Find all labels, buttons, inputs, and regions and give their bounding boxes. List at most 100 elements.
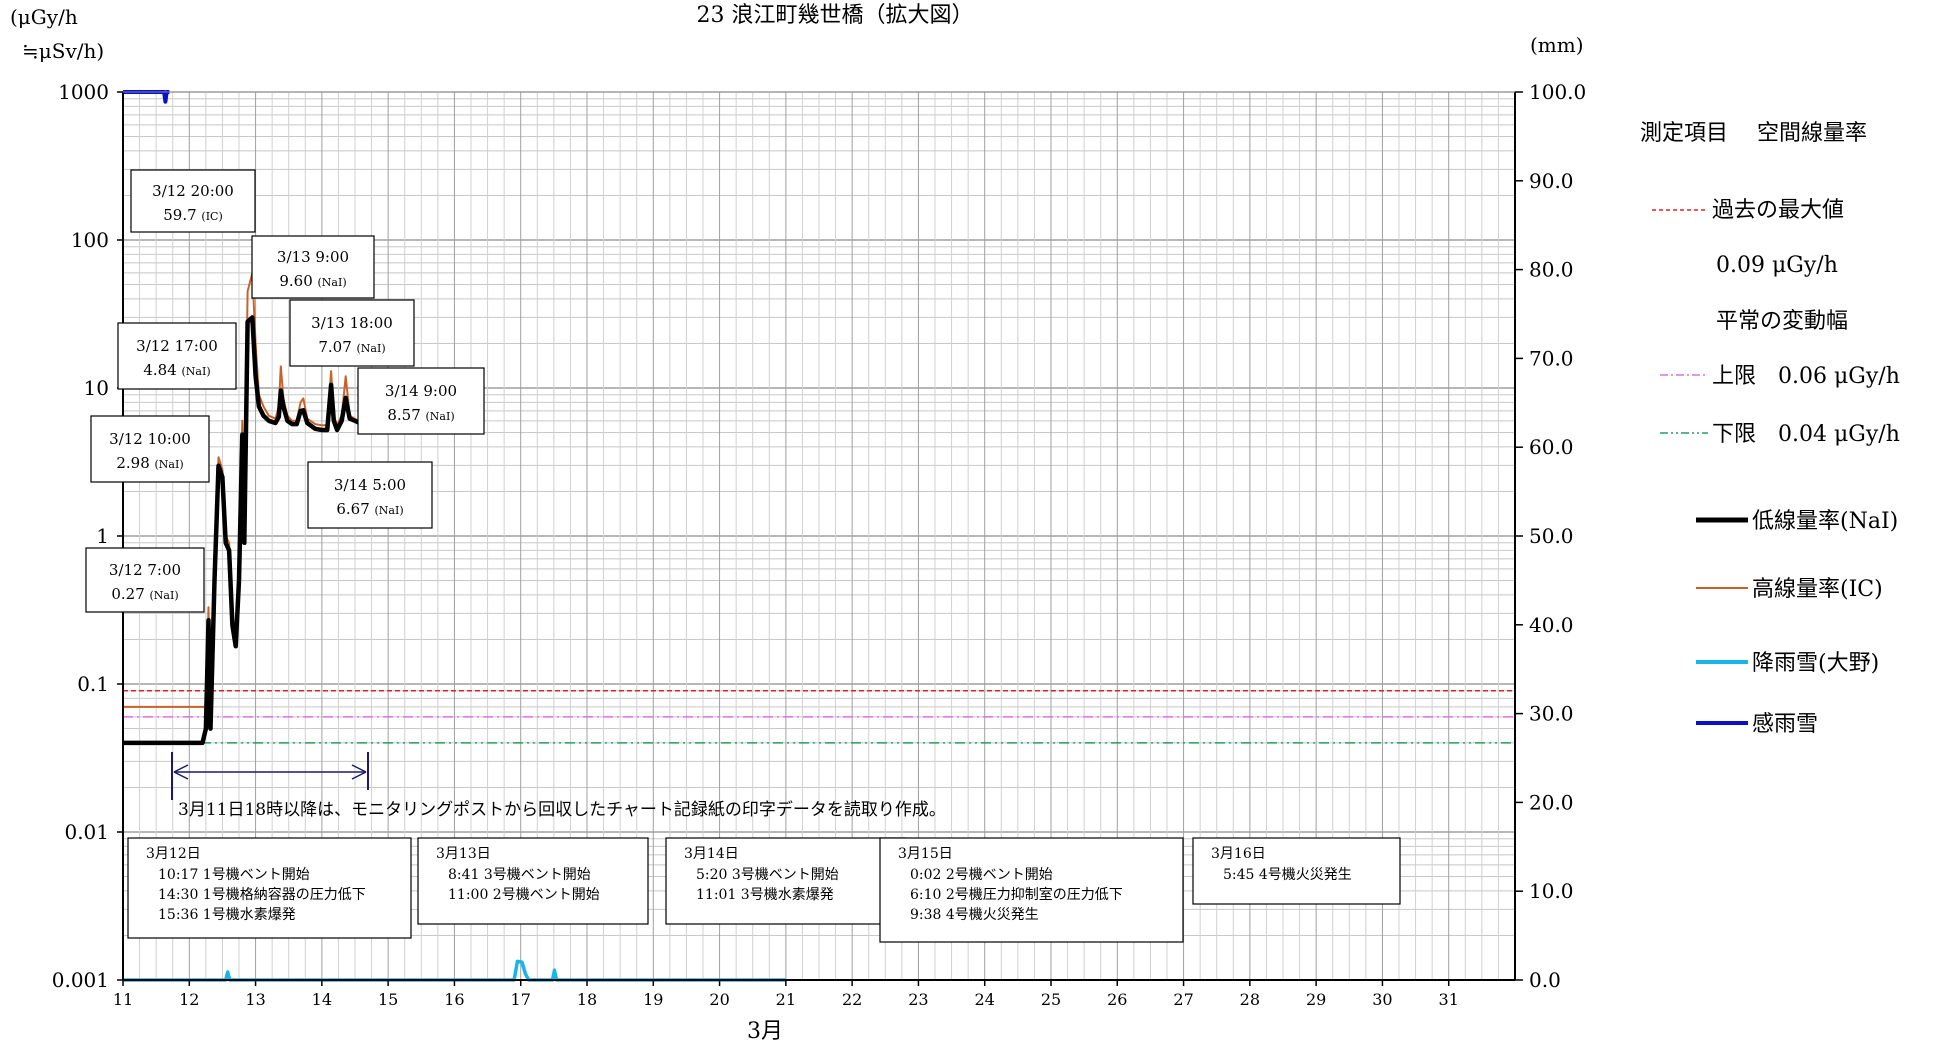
series-line: [123, 315, 367, 746]
axes: 0.001 0.01 0.1 1 10 100 1000 0.0 10.0 20.0 30.0 40.…: [52, 80, 1587, 1009]
x-tick-label: 27: [1173, 990, 1193, 1009]
annotation-box: 3/13 9:00 9.60 (NaI): [251, 235, 375, 299]
series-line: [123, 90, 170, 104]
annotation-frame: [289, 299, 415, 367]
y-right-tick-label: 50.0: [1529, 524, 1574, 548]
legend-upper-label: 上限 0.06 μGy/h: [1712, 364, 1900, 389]
annotation-datetime: 3/12 10:00: [109, 430, 191, 448]
x-tick-label: 23: [908, 990, 928, 1009]
annotation-frame: [90, 415, 210, 483]
event-item: 9:38 4号機火災発生: [910, 907, 1039, 923]
event-box: 3月15日 0:02 2号機ベント開始 6:10 2号機圧力抑制室の圧力低下 9:38…: [879, 837, 1184, 943]
event-item: 5:45 4号機火災発生: [1223, 867, 1352, 883]
x-tick-label: 22: [842, 990, 862, 1009]
annotation-frame: [85, 547, 205, 613]
annotation-unit: (NaI): [182, 365, 211, 378]
y-right-tick-label: 10.0: [1529, 879, 1574, 903]
annotation-value: 7.07 (NaI): [318, 338, 385, 356]
annotation-unit: (NaI): [150, 589, 179, 602]
event-box: 3月16日 5:45 4号機火災発生: [1192, 837, 1401, 905]
x-tick-label: 24: [975, 990, 995, 1009]
y-left-label-line1: (μGy/h: [10, 5, 78, 29]
annotation-unit: (NaI): [426, 410, 455, 423]
y-right-tick-label: 0.0: [1529, 968, 1561, 992]
x-tick-label: 25: [1041, 990, 1061, 1009]
x-tick-label: 13: [245, 990, 265, 1009]
event-box: 3月12日 10:17 1号機ベント開始 14:30 1号機格納容器の圧力低下 15:…: [127, 837, 412, 939]
legend: 測定項目 空間線量率 過去の最大値 0.09 μGy/h 平常の変動幅 上限 0…: [1640, 121, 1900, 737]
x-tick-label: 17: [511, 990, 531, 1009]
annotation-datetime: 3/14 5:00: [334, 476, 406, 494]
annotation-box: 3/12 7:00 0.27 (NaI): [85, 547, 205, 613]
annotation-value: 8.57 (NaI): [387, 406, 454, 424]
y-right-tick-label: 90.0: [1529, 169, 1574, 193]
annotation-value: 2.98 (NaI): [116, 454, 183, 472]
annotation-unit: (NaI): [155, 458, 184, 471]
annotation-box: 3/12 10:00 2.98 (NaI): [90, 415, 210, 483]
annotation-value: 4.84 (NaI): [143, 361, 210, 379]
annotation-frame: [117, 322, 237, 390]
legend-ic-label: 高線量率(IC): [1752, 577, 1883, 602]
annotation-datetime: 3/12 20:00: [152, 182, 234, 200]
reference-lines: [123, 690, 1515, 744]
x-tick-label: 20: [709, 990, 729, 1009]
event-item: 14:30 1号機格納容器の圧力低下: [158, 886, 366, 903]
y-left-label-line2: ≒μSv/h): [22, 39, 104, 63]
annotation-box: 3/14 9:00 8.57 (NaI): [357, 367, 485, 435]
y-right-tick-label: 80.0: [1529, 258, 1574, 282]
event-date: 3月15日: [898, 846, 953, 862]
annotation-frame: [251, 235, 375, 299]
annotation-box: 3/12 17:00 4.84 (NaI): [117, 322, 237, 390]
y-right-tick-label: 30.0: [1529, 702, 1574, 726]
x-tick-label: 26: [1107, 990, 1127, 1009]
event-item: 15:36 1号機水素爆発: [158, 907, 296, 923]
y-left-tick-label: 100: [71, 228, 109, 252]
event-frame: [879, 837, 1184, 943]
y-left-tick-label: 0.01: [64, 820, 109, 844]
legend-rain-label: 降雨雪(大野): [1752, 651, 1879, 676]
y-right-tick-label: 100.0: [1529, 80, 1586, 104]
y-right-tick-label: 70.0: [1529, 346, 1574, 370]
y-right-label: (mm): [1530, 33, 1584, 57]
event-box: 3月13日 8:41 3号機ベント開始 11:00 2号機ベント開始: [417, 837, 649, 925]
annotation-unit: (NaI): [375, 504, 404, 517]
event-item: 11:01 3号機水素爆発: [696, 887, 834, 903]
event-box: 3月14日 5:20 3号機ベント開始 11:01 3号機水素爆発: [665, 837, 907, 925]
annotation-value: 59.7 (IC): [163, 206, 223, 224]
legend-max-label: 過去の最大値: [1712, 198, 1844, 223]
annotation-box: 3/12 20:00 59.7 (IC): [130, 169, 256, 233]
y-right-tick-label: 20.0: [1529, 790, 1574, 814]
x-tick-label: 30: [1372, 990, 1392, 1009]
legend-nai-label: 低線量率(NaI): [1752, 509, 1898, 534]
event-date: 3月14日: [684, 846, 739, 862]
x-tick-label: 19: [643, 990, 663, 1009]
y-left-tick-label: 1000: [58, 80, 109, 104]
annotation-value: 9.60 (NaI): [279, 272, 346, 290]
annotation-value: 0.27 (NaI): [111, 585, 178, 603]
x-tick-label: 21: [776, 990, 796, 1009]
x-tick-label: 18: [577, 990, 597, 1009]
event-item: 10:17 1号機ベント開始: [158, 867, 310, 883]
x-tick-label: 29: [1306, 990, 1326, 1009]
annotation-datetime: 3/12 7:00: [109, 561, 181, 579]
legend-heading: 測定項目 空間線量率: [1640, 121, 1867, 146]
annotation-unit: (IC): [201, 210, 222, 223]
annotation-datetime: 3/13 9:00: [277, 248, 349, 266]
annotation-frame: [307, 461, 433, 529]
annotation-datetime: 3/14 9:00: [385, 382, 457, 400]
note: 3月11日18時以降は、モニタリングポストから回収したチャート記録紙の印字データ…: [171, 752, 946, 820]
y-left-tick-label: 10: [84, 376, 109, 400]
event-boxes: 3月12日 10:17 1号機ベント開始 14:30 1号機格納容器の圧力低下 15:…: [127, 837, 1401, 943]
note-arrow-right-head: [351, 764, 367, 780]
note-arrow-left-head: [173, 764, 189, 780]
note-text: 3月11日18時以降は、モニタリングポストから回収したチャート記録紙の印字データ…: [178, 799, 946, 820]
chart-title: 23 浪江町幾世橋（拡大図）: [697, 3, 974, 28]
annotation-datetime: 3/13 18:00: [311, 314, 393, 332]
event-item: 5:20 3号機ベント開始: [696, 867, 839, 883]
x-tick-label: 28: [1240, 990, 1260, 1009]
annotation-frame: [357, 367, 485, 435]
event-date: 3月13日: [436, 846, 491, 862]
event-frame: [1192, 837, 1401, 905]
